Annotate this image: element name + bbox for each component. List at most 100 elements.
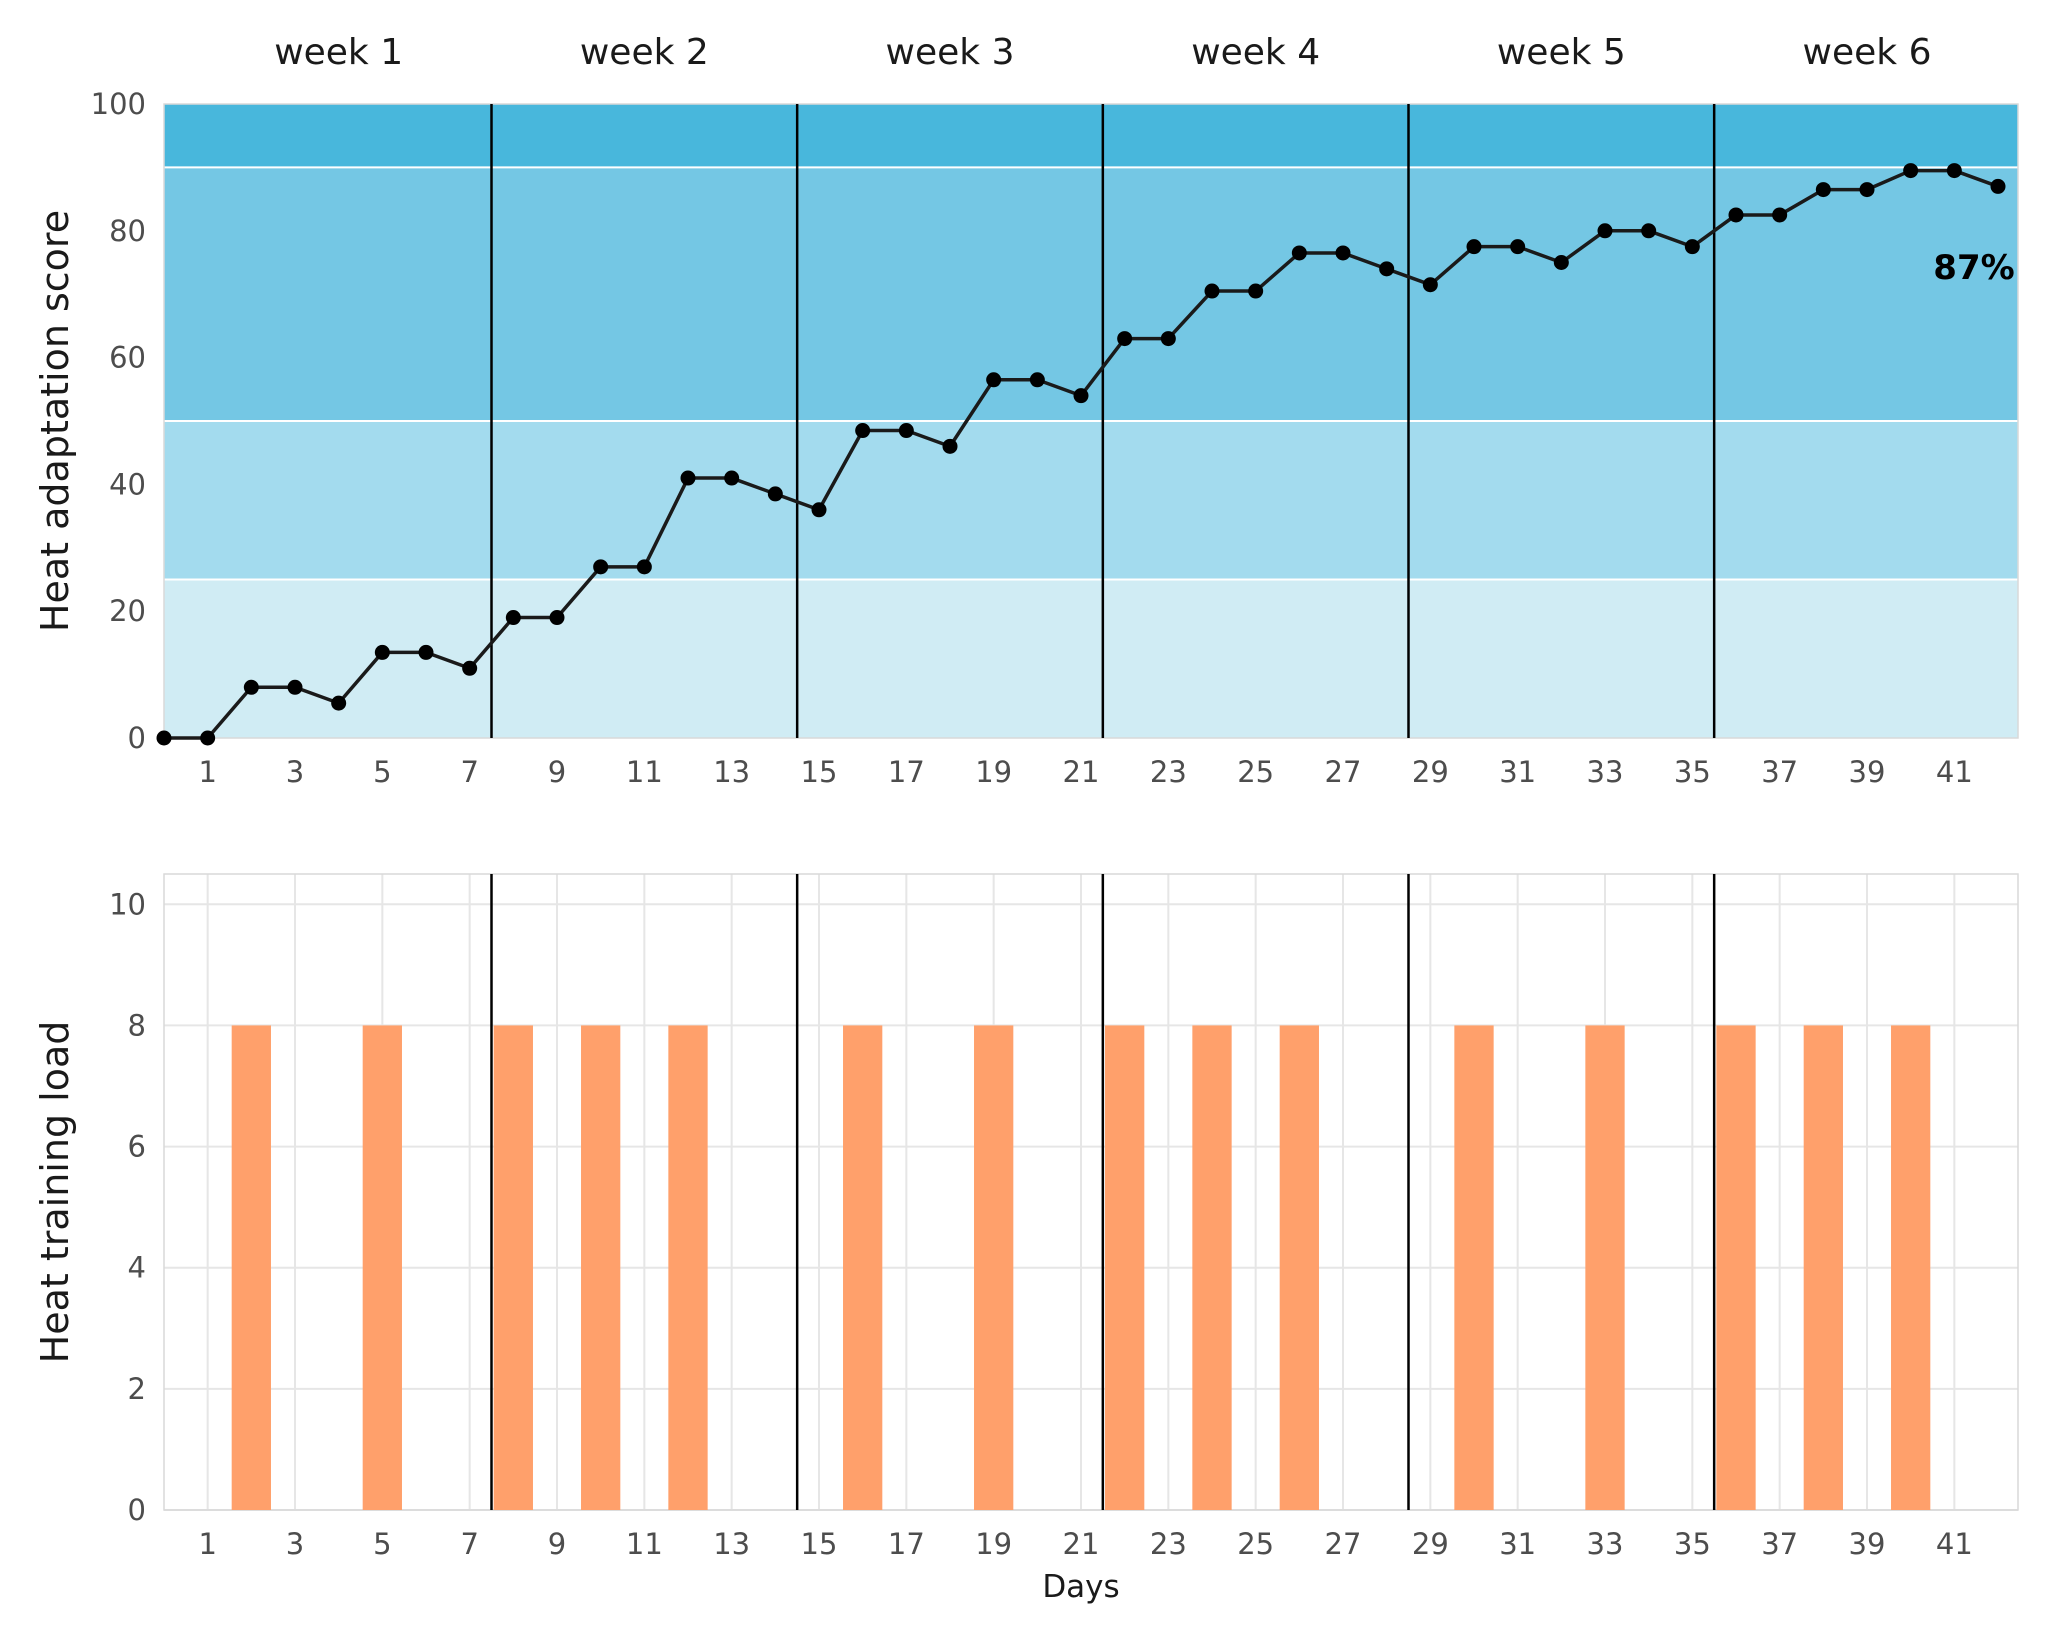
top-x-tick-41: 41	[1936, 755, 1973, 789]
bottom-y-tick-4: 4	[128, 1251, 146, 1285]
top-x-tick-3: 3	[286, 755, 304, 789]
load-bar-day-36	[1716, 1025, 1756, 1510]
top-x-tick-29: 29	[1412, 755, 1449, 789]
load-bar-day-5	[362, 1025, 402, 1510]
bottom-x-tick-3: 3	[286, 1527, 304, 1561]
x-axis-title: Days	[1042, 1569, 1119, 1605]
score-point-day-20	[1029, 372, 1045, 388]
score-point-day-6	[418, 644, 434, 660]
load-bar-day-33	[1585, 1025, 1625, 1510]
score-point-day-23	[1160, 331, 1176, 347]
top-x-tick-25: 25	[1237, 755, 1274, 789]
week-label-2: week 2	[580, 32, 709, 73]
top-x-tick-37: 37	[1761, 755, 1798, 789]
score-point-day-14	[767, 486, 783, 502]
bottom-x-tick-41: 41	[1936, 1527, 1973, 1561]
load-bar-day-8	[493, 1025, 533, 1510]
score-point-day-37	[1772, 207, 1788, 223]
top-x-tick-19: 19	[975, 755, 1012, 789]
bottom-x-tick-23: 23	[1150, 1527, 1187, 1561]
score-point-day-3	[287, 679, 303, 695]
bottom-x-tick-21: 21	[1063, 1527, 1100, 1561]
week-label-1: week 1	[274, 32, 403, 73]
bottom-x-tick-7: 7	[460, 1527, 478, 1561]
top-x-tick-17: 17	[888, 755, 925, 789]
top-x-tick-9: 9	[548, 755, 566, 789]
top-x-tick-23: 23	[1150, 755, 1187, 789]
top-y-tick-60: 60	[109, 341, 146, 375]
load-bar-day-30	[1454, 1025, 1494, 1510]
week-label-6: week 6	[1803, 32, 1932, 73]
top-x-tick-13: 13	[713, 755, 750, 789]
score-point-day-42	[1990, 178, 2006, 194]
bottom-x-tick-1: 1	[198, 1527, 216, 1561]
bottom-y-tick-0: 0	[128, 1493, 146, 1527]
score-point-day-16	[855, 423, 871, 439]
top-y-tick-80: 80	[109, 214, 146, 248]
top-y-tick-0: 0	[128, 721, 146, 755]
score-point-day-30	[1466, 239, 1482, 255]
score-point-day-31	[1510, 239, 1526, 255]
week-label-3: week 3	[886, 32, 1015, 73]
top-y-tick-100: 100	[91, 87, 146, 121]
score-point-day-35	[1684, 239, 1700, 255]
score-point-day-8	[505, 610, 521, 626]
bottom-y-tick-10: 10	[109, 887, 146, 921]
score-point-day-7	[462, 660, 478, 676]
score-point-day-29	[1422, 277, 1438, 293]
top-y-tick-40: 40	[109, 467, 146, 501]
bottom-x-tick-37: 37	[1761, 1527, 1798, 1561]
bottom-x-tick-9: 9	[548, 1527, 566, 1561]
bottom-x-tick-35: 35	[1674, 1527, 1711, 1561]
top-x-tick-35: 35	[1674, 755, 1711, 789]
week-label-4: week 4	[1191, 32, 1320, 73]
bottom-x-tick-17: 17	[888, 1527, 925, 1561]
week-label-5: week 5	[1497, 32, 1626, 73]
score-point-day-18	[942, 438, 958, 454]
top-x-tick-11: 11	[626, 755, 663, 789]
load-bar-day-40	[1891, 1025, 1931, 1510]
score-point-day-12	[680, 470, 696, 486]
band-3	[164, 104, 2018, 168]
score-point-day-0	[156, 730, 172, 746]
bottom-y-tick-8: 8	[128, 1008, 146, 1042]
end-value-label: 87%	[1933, 248, 2014, 288]
load-bar-day-26	[1279, 1025, 1319, 1510]
load-bar-day-38	[1803, 1025, 1843, 1510]
score-point-day-13	[724, 470, 740, 486]
top-x-tick-1: 1	[198, 755, 216, 789]
score-point-day-22	[1117, 331, 1133, 347]
score-point-day-25	[1248, 283, 1264, 299]
load-bar-day-12	[668, 1025, 708, 1510]
score-point-day-27	[1335, 245, 1351, 261]
score-point-day-17	[898, 423, 914, 439]
score-point-day-36	[1728, 207, 1744, 223]
score-point-day-9	[549, 610, 565, 626]
load-bar-day-10	[581, 1025, 621, 1510]
load-bar-day-2	[231, 1025, 271, 1510]
score-point-day-2	[243, 679, 259, 695]
top-y-tick-20: 20	[109, 594, 146, 628]
bottom-y-axis-title: Heat training load	[33, 1021, 77, 1364]
band-0	[164, 579, 2018, 738]
score-point-day-39	[1859, 182, 1875, 198]
band-1	[164, 421, 2018, 580]
score-point-day-38	[1815, 182, 1831, 198]
score-point-day-34	[1641, 223, 1657, 239]
score-point-day-41	[1946, 163, 1962, 179]
top-panel-border	[163, 103, 2019, 739]
score-point-day-5	[374, 644, 390, 660]
score-point-day-11	[636, 559, 652, 575]
score-point-day-28	[1379, 261, 1395, 277]
load-bar-day-24	[1192, 1025, 1232, 1510]
bottom-x-tick-29: 29	[1412, 1527, 1449, 1561]
score-point-day-24	[1204, 283, 1220, 299]
bottom-x-tick-5: 5	[373, 1527, 391, 1561]
score-point-day-33	[1597, 223, 1613, 239]
load-bar-day-22	[1105, 1025, 1145, 1510]
score-point-day-21	[1073, 388, 1089, 404]
top-x-tick-27: 27	[1325, 755, 1362, 789]
bottom-x-tick-15: 15	[801, 1527, 838, 1561]
